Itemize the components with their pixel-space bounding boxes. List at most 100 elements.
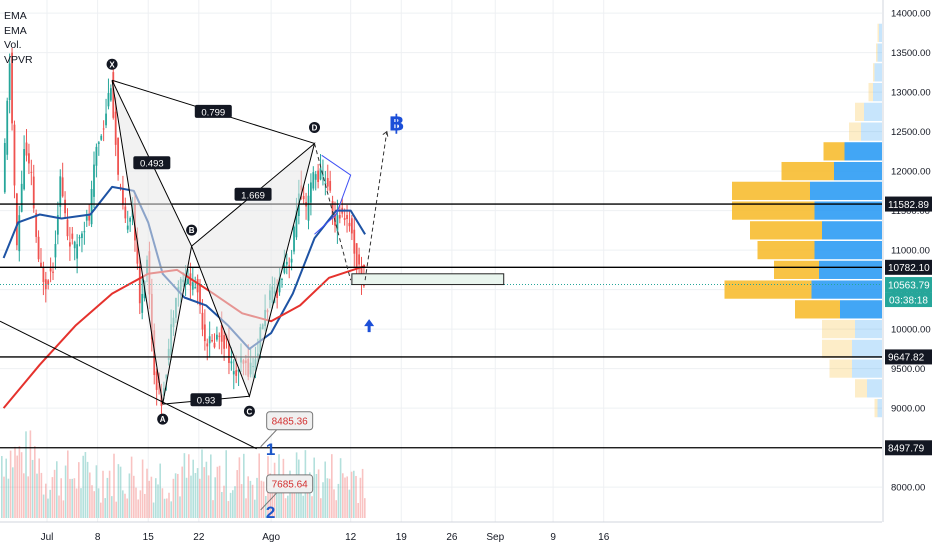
pattern-point-marker bbox=[186, 224, 198, 236]
volume-profile-buy-bar bbox=[855, 102, 864, 121]
volume-bar bbox=[359, 477, 362, 518]
callout-box bbox=[266, 474, 314, 494]
volume-bar bbox=[82, 455, 84, 518]
volume-bar bbox=[75, 488, 78, 518]
candle-body bbox=[235, 370, 238, 376]
volume-profile-sell-bar bbox=[864, 102, 882, 121]
candle-body bbox=[317, 170, 320, 183]
candle-body bbox=[358, 254, 360, 265]
ratio-label-box bbox=[194, 104, 232, 118]
volume-bar bbox=[9, 450, 12, 518]
volume-bar bbox=[122, 490, 124, 518]
price-label: 10782.10 bbox=[888, 263, 930, 274]
volume-bar bbox=[245, 498, 247, 518]
volume-profile-buy-bar bbox=[877, 23, 879, 42]
volume-bar bbox=[293, 485, 296, 518]
time-axis-bg bbox=[0, 522, 932, 550]
volume-profile-sell-bar bbox=[834, 161, 882, 181]
grid-lines bbox=[0, 0, 882, 522]
volume-bar bbox=[243, 453, 245, 518]
volume-bar bbox=[216, 466, 219, 518]
volume-bar bbox=[280, 481, 282, 518]
price-axis: 14000.00 13500.00 13000.00 12500.00 12000.00… bbox=[882, 0, 932, 550]
volume-profile-buy-bar bbox=[876, 43, 878, 62]
volume-bar bbox=[320, 498, 322, 518]
candle-body bbox=[326, 178, 329, 187]
price-tick-label: 9500.00 bbox=[891, 364, 925, 375]
legend-ema-2[interactable]: EMA bbox=[4, 24, 27, 37]
volume-bar bbox=[16, 455, 18, 518]
candle-body bbox=[141, 293, 144, 313]
volume-bar bbox=[38, 458, 40, 518]
price-axis-bg bbox=[883, 0, 932, 550]
candle-body bbox=[122, 187, 124, 205]
legend-vpvr[interactable]: VPVR bbox=[4, 53, 33, 66]
volume-bar bbox=[256, 477, 258, 518]
candle-body bbox=[112, 72, 115, 118]
volume-bar bbox=[251, 484, 254, 518]
volume-profile-buy-bar bbox=[732, 201, 815, 220]
candle-body bbox=[61, 177, 64, 197]
volume-bar bbox=[148, 480, 150, 518]
volume-bar bbox=[192, 459, 194, 518]
ratio-label: 0.493 bbox=[140, 159, 164, 170]
time-tick-label: Jul bbox=[41, 532, 54, 543]
callout-pointer bbox=[260, 429, 278, 448]
price-label: 11582.89 bbox=[888, 200, 929, 211]
volume-bar bbox=[353, 470, 355, 518]
time-tick-label: Ago bbox=[262, 532, 280, 543]
candle-body bbox=[28, 153, 30, 164]
volume-bar bbox=[269, 473, 271, 518]
candle-body bbox=[59, 176, 62, 207]
volume-bar bbox=[3, 476, 5, 518]
price-label-box bbox=[885, 259, 932, 275]
time-tick-label: 15 bbox=[143, 532, 155, 543]
volume-bar bbox=[317, 469, 320, 518]
volume-bar bbox=[326, 478, 329, 518]
volume-bar bbox=[71, 478, 73, 518]
volume-bar bbox=[364, 498, 366, 518]
volume-profile-sell-bar bbox=[874, 63, 882, 82]
candle-body bbox=[223, 335, 226, 349]
legend-ema-1[interactable]: EMA bbox=[4, 10, 27, 22]
candle-body bbox=[93, 164, 95, 197]
volume-bar bbox=[333, 489, 335, 518]
volume-bar bbox=[229, 492, 232, 518]
volume-bar bbox=[34, 446, 36, 518]
volume-bar bbox=[311, 496, 313, 518]
volume-bar bbox=[42, 494, 45, 518]
volume-profile-sell-bar bbox=[822, 221, 882, 240]
volume-bar bbox=[150, 476, 153, 518]
pattern-point-label: X bbox=[109, 60, 115, 69]
candle-body bbox=[309, 182, 312, 203]
volume-bar bbox=[29, 430, 32, 518]
volume-bar bbox=[144, 493, 146, 518]
volume-profile-buy-bar bbox=[781, 161, 834, 181]
volume-bar bbox=[223, 485, 225, 518]
candle-body bbox=[73, 241, 76, 249]
volume-bar bbox=[152, 502, 155, 518]
volume-profile-sell-bar bbox=[814, 201, 882, 220]
volume-bar bbox=[166, 498, 168, 518]
indicator-legend: EMA EMA Vol. VPVR bbox=[4, 9, 33, 67]
candle-body bbox=[54, 243, 57, 258]
time-tick-label: 26 bbox=[446, 532, 458, 543]
volume-bar bbox=[238, 457, 241, 518]
volume-bar bbox=[60, 478, 62, 518]
countdown-box bbox=[885, 292, 932, 308]
volume-bar bbox=[159, 463, 161, 518]
callout-marker-number: 2 bbox=[266, 503, 275, 522]
price-tick-label: 8000.00 bbox=[891, 483, 925, 494]
legend-volume[interactable]: Vol. bbox=[4, 39, 22, 51]
volume-bar bbox=[196, 468, 199, 518]
volume-bar bbox=[324, 461, 326, 518]
candle-body bbox=[18, 215, 21, 252]
volume-bar bbox=[247, 476, 249, 518]
callout-price: 7685.64 bbox=[272, 479, 309, 490]
candle-body bbox=[208, 336, 211, 344]
volume-bar bbox=[313, 457, 315, 518]
volume-bar bbox=[45, 483, 47, 518]
volume-bar bbox=[291, 487, 293, 518]
